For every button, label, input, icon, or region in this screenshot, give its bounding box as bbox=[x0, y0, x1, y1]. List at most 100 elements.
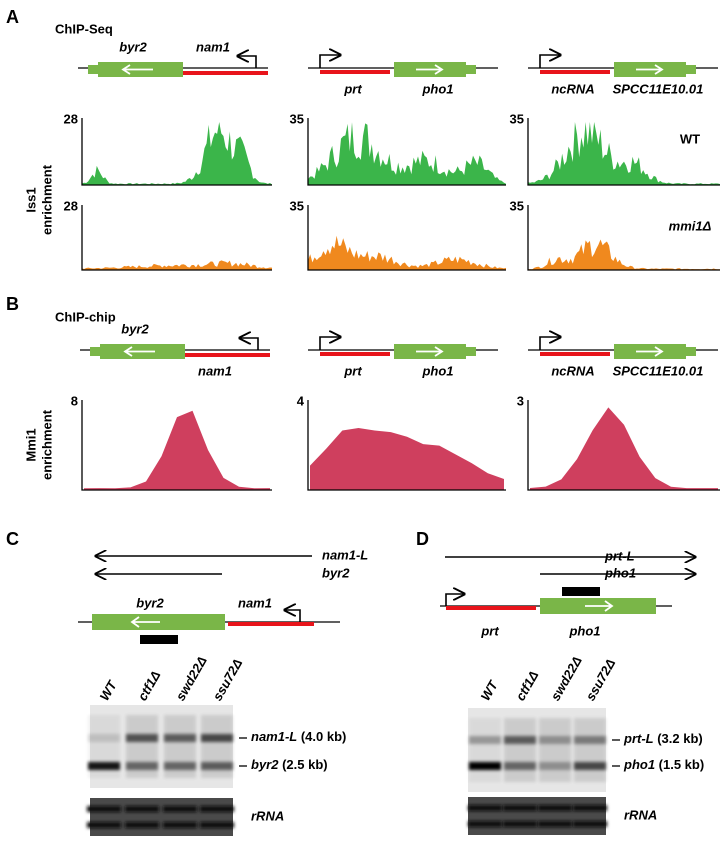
gene-box bbox=[684, 347, 696, 356]
band bbox=[87, 822, 121, 828]
enrichment-profile bbox=[530, 407, 718, 490]
gene-label: byr2 bbox=[119, 39, 147, 54]
gel bbox=[468, 797, 606, 835]
gene-box bbox=[464, 65, 476, 74]
band bbox=[201, 762, 233, 770]
track-axis bbox=[81, 400, 272, 491]
smear bbox=[504, 718, 536, 782]
smear bbox=[574, 718, 606, 782]
enrichment-profile bbox=[82, 122, 272, 185]
gene-label: pho1 bbox=[421, 363, 453, 378]
track-max: 3 bbox=[517, 393, 524, 408]
band-label: byr2 (2.5 kb) bbox=[251, 757, 328, 772]
band bbox=[126, 762, 158, 770]
gene-label: prt bbox=[480, 623, 499, 638]
band-size: (1.5 kb) bbox=[655, 757, 704, 772]
lane-label: WT bbox=[478, 677, 502, 703]
gene-label: pho1 bbox=[568, 623, 600, 638]
band bbox=[504, 736, 536, 744]
y-axis-label: Mmi1 bbox=[23, 428, 38, 461]
band-size: (3.2 kb) bbox=[654, 731, 703, 746]
panel-letter: B bbox=[6, 294, 19, 314]
band bbox=[503, 821, 537, 827]
y-axis-label: Iss1 bbox=[23, 187, 38, 212]
strand-arrow bbox=[585, 600, 614, 612]
gene-label: nam1 bbox=[196, 39, 230, 54]
enrichment-profile bbox=[310, 428, 504, 490]
transcript-label: byr2 bbox=[322, 565, 350, 580]
band bbox=[164, 762, 196, 770]
gene-label: byr2 bbox=[136, 595, 164, 610]
promoter bbox=[238, 56, 257, 68]
enrichment-profile bbox=[528, 122, 720, 185]
gene-label: nam1 bbox=[198, 363, 232, 378]
promoter bbox=[539, 55, 560, 68]
enrichment-profile bbox=[84, 410, 270, 490]
track-max: 4 bbox=[297, 393, 305, 408]
strand-arrow bbox=[416, 346, 444, 357]
loading-label: rRNA bbox=[251, 808, 284, 823]
band bbox=[163, 822, 197, 828]
strand-arrow bbox=[636, 64, 664, 75]
probe bbox=[140, 635, 178, 644]
panel-title: ChIP-Seq bbox=[55, 21, 113, 36]
strand-arrow bbox=[636, 346, 664, 357]
enrichment-profile bbox=[528, 239, 720, 270]
band-name: nam1-L bbox=[251, 729, 297, 744]
band-size: (2.5 kb) bbox=[278, 757, 327, 772]
track-max: 35 bbox=[510, 111, 524, 126]
band bbox=[503, 805, 537, 811]
smear bbox=[469, 718, 501, 782]
band-label: nam1-L (4.0 kb) bbox=[251, 729, 346, 744]
gene-label: SPCC11E10.01 bbox=[613, 81, 704, 96]
band bbox=[538, 821, 572, 827]
band-name: pho1 bbox=[623, 757, 655, 772]
lane-label: WT bbox=[97, 677, 121, 703]
track-max: 35 bbox=[290, 111, 304, 126]
gene-label: prt bbox=[343, 81, 362, 96]
y-axis-label: enrichment bbox=[39, 164, 54, 235]
gene-label: byr2 bbox=[121, 321, 149, 336]
band bbox=[164, 734, 196, 742]
band bbox=[539, 762, 571, 770]
promoter bbox=[445, 594, 464, 606]
gene-box bbox=[88, 65, 100, 74]
panel-letter: C bbox=[6, 529, 19, 549]
band bbox=[538, 805, 572, 811]
loading-label: rRNA bbox=[624, 807, 657, 822]
band-label: pho1 (1.5 kb) bbox=[623, 757, 704, 772]
enrichment-profile bbox=[82, 260, 272, 270]
smear bbox=[539, 718, 571, 782]
track-max: 28 bbox=[64, 111, 78, 126]
strand-arrow bbox=[123, 346, 155, 357]
promoter bbox=[285, 610, 301, 622]
track-max: 35 bbox=[290, 198, 304, 213]
band bbox=[200, 806, 234, 812]
band bbox=[504, 762, 536, 770]
panel-letter: D bbox=[416, 529, 429, 549]
track-max: 8 bbox=[71, 393, 78, 408]
row-label: WT bbox=[680, 131, 700, 146]
track-axis bbox=[527, 118, 720, 186]
panel-title: ChIP-chip bbox=[55, 309, 116, 324]
gene-label: SPCC11E10.01 bbox=[613, 363, 704, 378]
lane-label: ssu72Δ bbox=[210, 656, 246, 703]
enrichment-profile bbox=[308, 122, 506, 185]
track-max: 35 bbox=[510, 198, 524, 213]
band bbox=[163, 806, 197, 812]
transcript-label: pho1 bbox=[604, 565, 636, 580]
band-name: prt-L bbox=[623, 731, 654, 746]
band bbox=[87, 806, 121, 812]
gene-label: nam1 bbox=[238, 595, 272, 610]
track-axis bbox=[527, 400, 720, 491]
band bbox=[573, 821, 607, 827]
promoter bbox=[240, 338, 259, 350]
strand-arrow bbox=[121, 64, 153, 75]
promoter bbox=[319, 337, 340, 350]
band-size: (4.0 kb) bbox=[297, 729, 346, 744]
lane-label: ctf1Δ bbox=[513, 668, 542, 703]
transcript-label: prt-L bbox=[604, 548, 635, 563]
gel bbox=[90, 798, 233, 836]
y-axis-label: enrichment bbox=[39, 409, 54, 480]
